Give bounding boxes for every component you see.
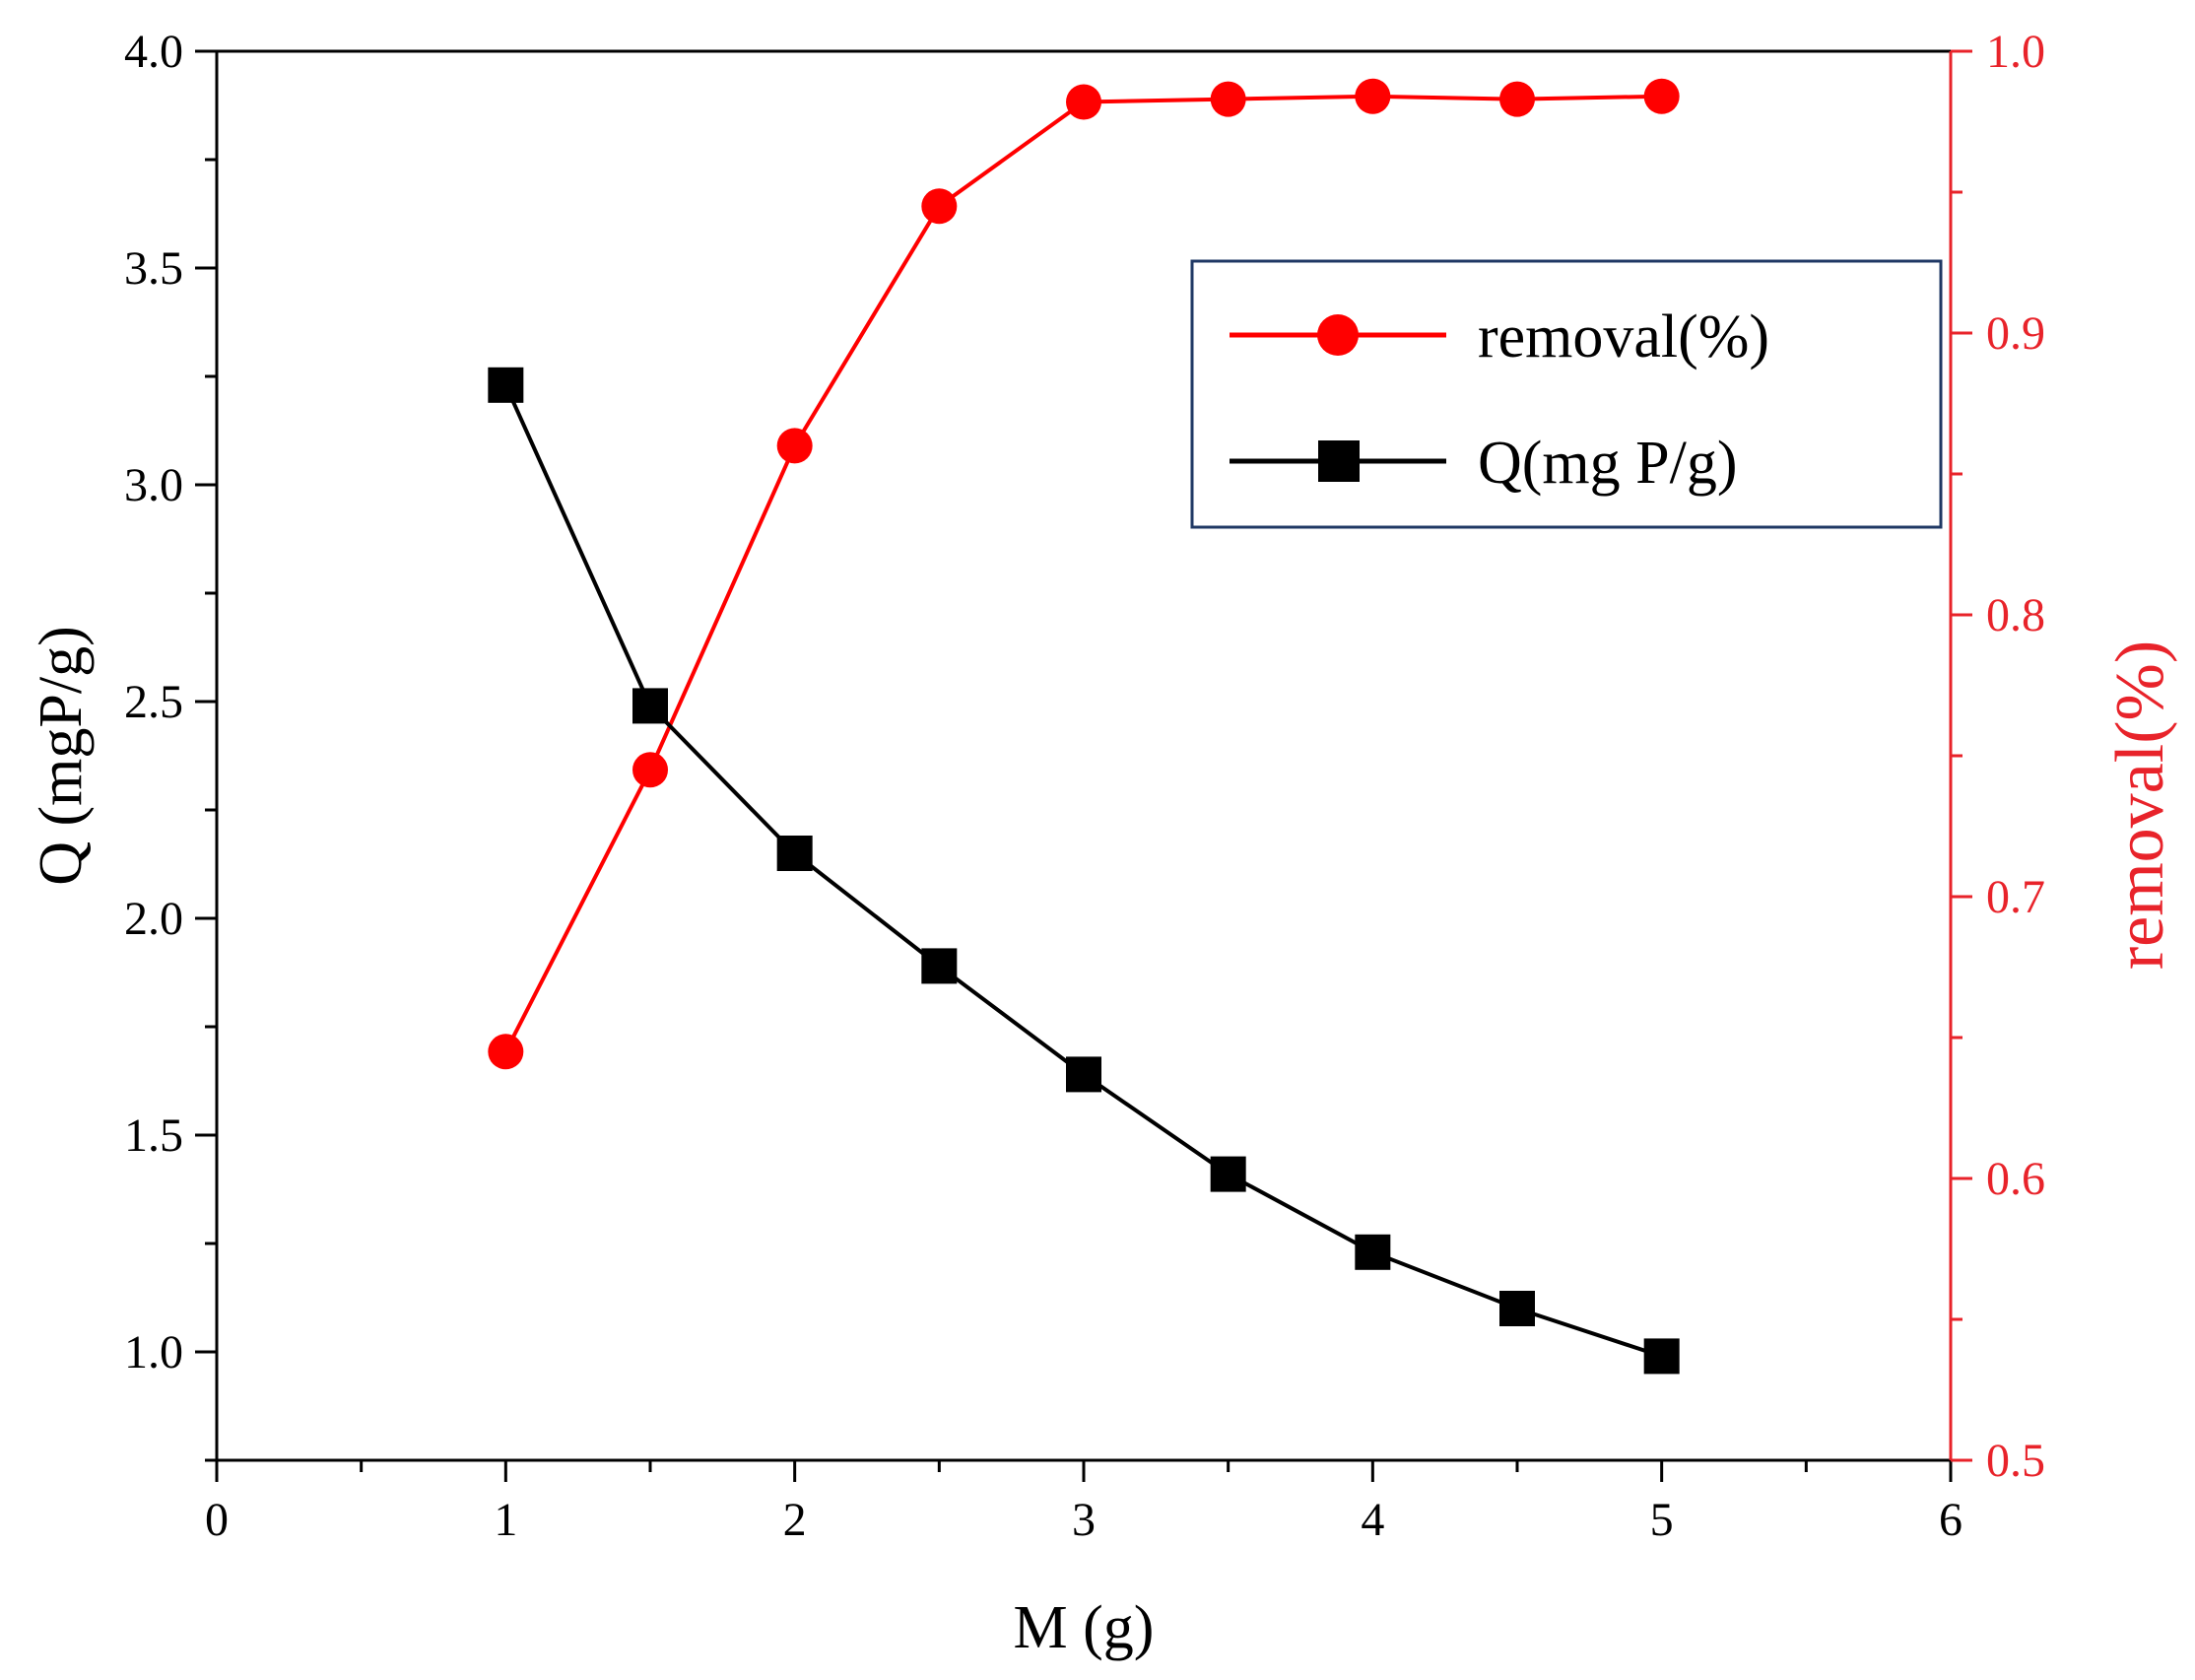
q-point: [632, 688, 668, 724]
left-y-tick-label: 2.5: [124, 676, 183, 728]
series-line-q: [503, 383, 1663, 1359]
x-tick-label: 5: [1650, 1494, 1674, 1546]
x-tick-label: 3: [1072, 1494, 1096, 1546]
q-point: [1210, 1156, 1246, 1192]
x-axis-title: M (g): [1014, 1594, 1155, 1661]
q-point: [1643, 1338, 1680, 1375]
left-y-tick-label: 3.0: [124, 459, 183, 511]
removal-point: [1066, 84, 1101, 120]
legend: removal(%) Q(mg P/g): [1190, 259, 1943, 529]
q-point: [488, 367, 524, 403]
right-y-axis-title: removal(%): [2102, 640, 2178, 970]
q-point: [921, 948, 958, 984]
removal-point: [488, 1034, 524, 1070]
series-layer: [488, 78, 1680, 1375]
legend-marker-square: [1318, 440, 1360, 482]
legend-label: removal(%): [1478, 303, 1769, 370]
q-point: [1066, 1056, 1101, 1093]
x-tick-label: 1: [494, 1494, 517, 1546]
left-y-tick-label: 1.0: [124, 1326, 183, 1378]
right-y-tick-label: 0.8: [1986, 589, 2045, 641]
q-point: [776, 836, 813, 871]
legend-box: [1190, 259, 1943, 529]
removal-point: [921, 188, 958, 225]
left-y-tick-label: 1.5: [124, 1109, 183, 1162]
right-y-tick-label: 1.0: [1986, 26, 2045, 78]
x-tick-label: 0: [205, 1494, 229, 1546]
q-point: [1355, 1234, 1391, 1270]
left-y-tick-label: 2.0: [124, 893, 183, 945]
removal-point: [1643, 78, 1680, 114]
right-y-tick-label: 0.7: [1986, 871, 2045, 923]
series-line-removal: [503, 94, 1662, 1053]
right-y-tick-label: 0.6: [1986, 1153, 2045, 1205]
axes: 0 1 2 3 4 5 6 1.0 1.5 2.0 2.5 3.0 3.5 4.0 0.5 0.6 0.7 0.8…: [28, 26, 2178, 1661]
left-y-tick-label: 3.5: [124, 242, 183, 295]
left-y-axis-title: Q (mgP/g): [28, 626, 95, 886]
removal-point: [1210, 81, 1246, 117]
x-tick-label: 6: [1939, 1494, 1962, 1546]
x-tick-label: 2: [783, 1494, 807, 1546]
legend-marker-circle: [1317, 314, 1359, 356]
x-tick-label: 4: [1361, 1494, 1384, 1546]
legend-label: Q(mg P/g): [1478, 430, 1738, 497]
right-y-tick-label: 0.9: [1986, 307, 2045, 360]
left-y-tick-label: 4.0: [124, 26, 183, 78]
removal-point: [776, 428, 813, 464]
q-point: [1499, 1291, 1535, 1326]
removal-point: [1355, 78, 1391, 114]
removal-point: [632, 752, 668, 788]
right-y-tick-label: 0.5: [1986, 1435, 2045, 1487]
removal-point: [1499, 81, 1535, 117]
